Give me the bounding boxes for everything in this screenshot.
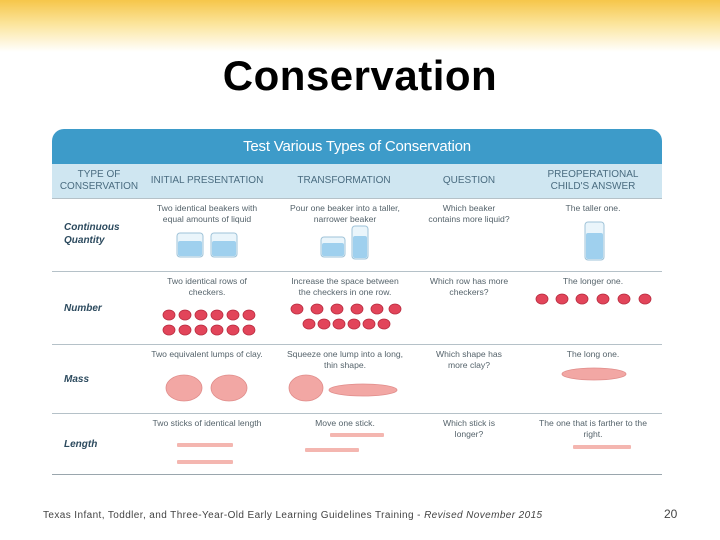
column-header-row: TYPE OF CONSERVATION INITIAL PRESENTATIO… (52, 164, 662, 198)
column-header-transformation: TRANSFORMATION (297, 175, 391, 186)
stick-icon (573, 445, 631, 449)
transformation-text: Pour one beaker into a taller, narrower … (290, 203, 400, 224)
two-clay-lumps-icon (165, 374, 248, 402)
column-header-question: QUESTION (442, 175, 496, 186)
row-label: Continuous Quantity (64, 222, 120, 246)
question-text: Which stick is longer? (442, 418, 496, 439)
question-text: Which row has more checkers? (429, 276, 509, 297)
wide-and-tall-beakers-icon (320, 225, 369, 260)
footer: Texas Infant, Toddler, and Three-Year-Ol… (43, 510, 543, 521)
initial-text: Two sticks of identical length (152, 418, 262, 428)
row-label: Length (64, 439, 98, 450)
transformation-text: Increase the space between the checkers … (291, 276, 399, 297)
answer-text: The one that is farther to the right. (539, 418, 647, 439)
initial-text: Two equivalent lumps of clay. (151, 349, 263, 359)
answer-text: The taller one. (565, 203, 621, 213)
spread-checker-row-icon (535, 293, 652, 305)
transformation-text: Move one stick. (315, 418, 375, 428)
two-equal-sticks-icon (177, 443, 233, 464)
long-clay-icon (561, 367, 627, 381)
shifted-sticks-icon (305, 433, 384, 452)
table-row-length: Length Two sticks of identical length Mo… (52, 413, 662, 478)
row-label: Number (64, 303, 102, 314)
column-header-answer: PREOPERATIONAL CHILD'S ANSWER (547, 169, 639, 192)
answer-text: The longer one. (562, 276, 624, 286)
lump-and-long-clay-icon (288, 374, 398, 402)
column-header-type: TYPE OF CONSERVATION (59, 169, 139, 192)
spread-checker-rows-icon (290, 303, 402, 330)
question-text: Which shape has more clay? (436, 349, 502, 370)
tall-beaker-icon (584, 221, 605, 261)
table-bottom-border (52, 474, 662, 475)
table-title: Test Various Types of Conservation (52, 129, 662, 164)
table-row-continuous-quantity: Continuous Quantity Two identical beaker… (52, 198, 662, 271)
row-label: Mass (64, 374, 90, 385)
table-row-mass: Mass Two equivalent lumps of clay. Squee… (52, 344, 662, 413)
conservation-table: Test Various Types of Conservation TYPE … (52, 129, 662, 475)
footer-revision: Revised November 2015 (424, 510, 543, 521)
transformation-text: Squeeze one lump into a long, thin shape… (286, 349, 404, 370)
page-number: 20 (664, 507, 678, 521)
table-row-number: Number Two identical rows of checkers. I… (52, 271, 662, 344)
initial-text: Two identical rows of checkers. (167, 276, 247, 297)
footer-text: Texas Infant, Toddler, and Three-Year-Ol… (43, 510, 425, 521)
column-header-initial: INITIAL PRESENTATION (150, 175, 264, 186)
initial-text: Two identical beakers with equal amounts… (156, 203, 258, 224)
answer-text: The long one. (566, 349, 620, 359)
top-gradient-band (0, 0, 720, 52)
slide-title: Conservation (222, 52, 498, 99)
two-checker-rows-icon (162, 309, 256, 336)
question-text: Which beaker contains more liquid? (428, 203, 510, 224)
two-beakers-icon (176, 232, 238, 258)
